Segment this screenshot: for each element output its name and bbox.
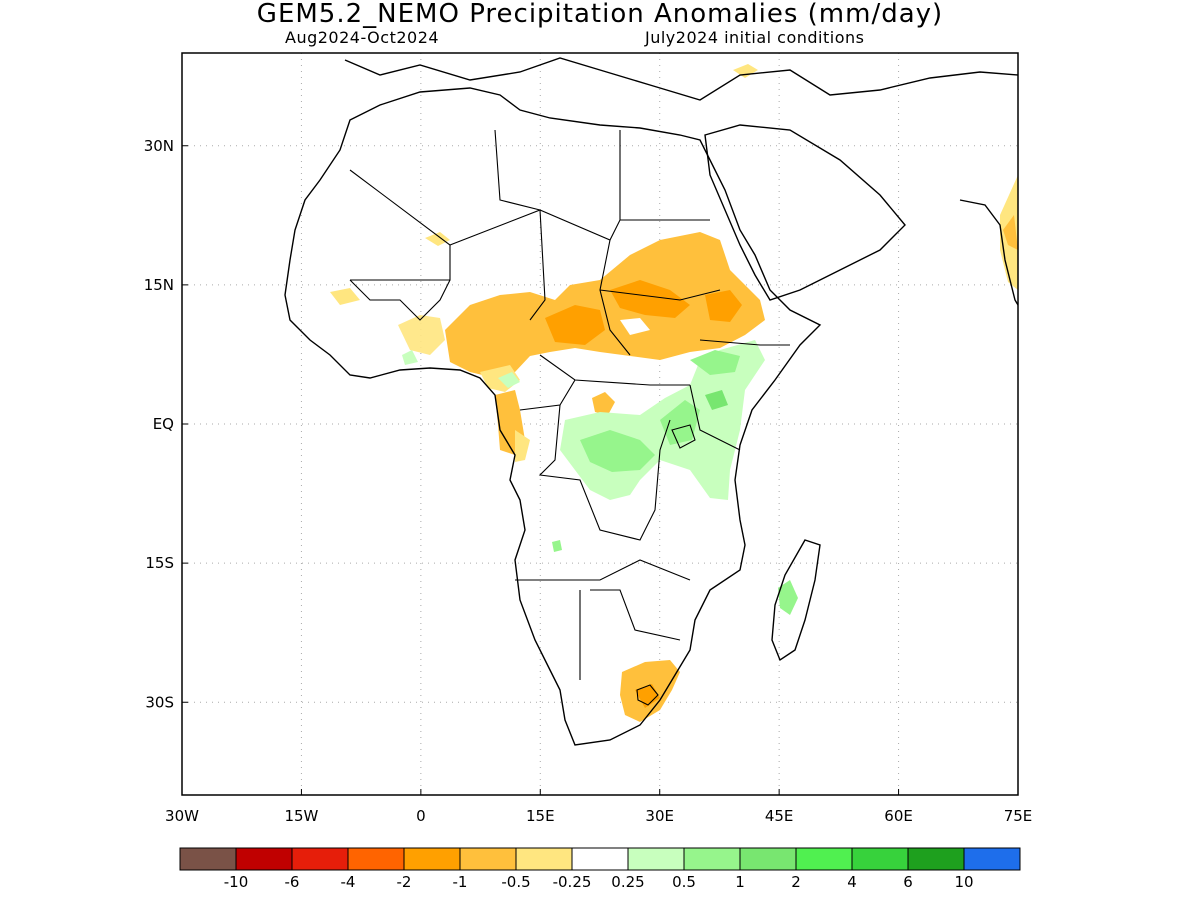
central-border-1 [539,354,690,386]
colorbar-swatch [291,847,349,871]
gabon-dry-weak [515,430,530,462]
initial-conditions: July2024 initial conditions [645,28,865,47]
sahel-border-2 [599,239,631,356]
colorbar-label: 6 [903,873,913,891]
lon-tick-label: 60E [884,807,913,825]
west-africa-borders [349,279,451,321]
india-dry-core [1003,215,1018,250]
sahel-dry-band [445,232,765,378]
colorbar-label: 2 [791,873,801,891]
europe-outline [344,57,1018,101]
lon-tick-label: 15E [526,807,555,825]
colorbar-swatch [403,847,461,871]
lat-tick-label: 30S [145,693,174,711]
colorbar-label: 4 [847,873,857,891]
colorbar-label: 10 [954,873,973,891]
lon-tick-label: 15W [284,807,318,825]
lake-victoria [671,424,696,449]
south-border-1 [515,559,691,581]
forecast-period: Aug2024-Oct2024 [285,28,440,47]
sahel-dry-core-2 [610,280,690,318]
colorbar-swatch [683,847,741,871]
sahel-border-1 [529,209,546,321]
country-borders [349,129,790,706]
colorbar-swatch [347,847,405,871]
colorbar: -10 -6 -4 -2 -1 -0.5 -0.25 0.25 0.5 1 2 4 6 10 [179,847,1021,891]
colorbar-label: -2 [397,873,412,891]
lat-tick-label: 15S [145,554,174,572]
sahara-border-3 [494,129,541,211]
sahara-dry-spot [425,232,450,246]
congo-border [538,404,671,541]
colorbar-label: -0.5 [501,873,530,891]
map-title: GEM5.2_NEMO Precipitation Anomalies (mm/… [256,0,944,29]
colorbar-label: 1 [735,873,745,891]
colorbar-swatch [627,847,685,871]
lon-tick-label: 75E [1004,807,1033,825]
west-coast-dry [330,288,360,305]
lat-tick-label: EQ [153,415,174,433]
colorbar-label: 0.25 [611,873,644,891]
latitude-axis: 30N 15N EQ 15S 30S [144,137,188,711]
madagascar-outline [771,539,821,662]
south-border-3 [590,589,681,641]
lakes-wet-core [660,400,700,445]
colorbar-label: -10 [224,873,249,891]
colorbar-label: -0.25 [553,873,592,891]
sahel-dry-core-1 [545,305,605,345]
sahel-white-gap [620,318,650,335]
lon-tick-label: 0 [416,807,426,825]
lon-tick-label: 45E [765,807,794,825]
sahel-dry-edge [398,315,445,355]
colorbar-swatch [571,847,629,871]
colorbar-swatch [179,847,237,871]
longitude-axis: 30W 15W 0 15E 30E 45E 60E 75E [165,789,1032,825]
turkey-dry-spot [733,64,758,78]
colorbar-swatch [963,847,1021,871]
colorbar-swatch [851,847,909,871]
graticule [182,53,1018,795]
arabia-outline [704,124,906,301]
angola-wet-spot [552,540,562,552]
lat-tick-label: 30N [144,137,174,155]
lon-tick-label: 30W [165,807,199,825]
central-border-2 [519,379,576,411]
colorbar-label: -4 [341,873,356,891]
lat-tick-label: 15N [144,276,174,294]
colorbar-label: -6 [285,873,300,891]
colorbar-swatch [739,847,797,871]
sahel-border-3 [599,289,721,301]
gulf-wet-spot [402,350,418,365]
lesotho-outline [636,684,659,706]
colorbar-swatch [515,847,573,871]
colorbar-label: -1 [453,873,468,891]
colorbar-swatch [907,847,965,871]
colorbar-swatch [235,847,293,871]
madagascar-wet [778,580,798,615]
lon-tick-label: 30E [645,807,674,825]
ethiopia-wet [690,350,740,375]
colorbar-label: 0.5 [672,873,696,891]
colorbar-swatch [795,847,853,871]
congo-dry-spot [592,392,615,415]
coastlines [284,57,1018,746]
anomaly-shading [330,64,1018,722]
africa-outline [284,87,822,746]
sahel-wet-spot [498,372,520,388]
east-border-1 [689,384,741,451]
india-outline [959,199,1018,306]
ethiopia-dry-core [705,290,742,322]
sahara-border-1 [349,169,451,281]
kenya-wet-core [705,390,728,410]
east-border-2 [699,339,790,346]
congo-wet-core [580,430,655,472]
colorbar-swatch [459,847,517,871]
